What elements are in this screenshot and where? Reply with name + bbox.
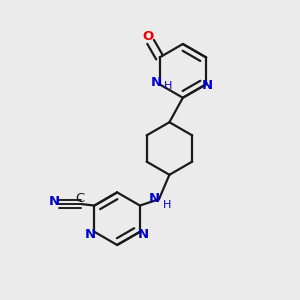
Text: C: C	[75, 192, 84, 205]
Text: O: O	[142, 30, 153, 43]
Text: H: H	[163, 200, 171, 210]
Text: H: H	[164, 81, 172, 91]
Text: N: N	[150, 76, 162, 89]
Text: N: N	[202, 79, 213, 92]
Text: N: N	[85, 228, 96, 241]
Text: N: N	[138, 228, 149, 241]
Text: N: N	[49, 195, 60, 208]
Text: N: N	[149, 192, 160, 205]
